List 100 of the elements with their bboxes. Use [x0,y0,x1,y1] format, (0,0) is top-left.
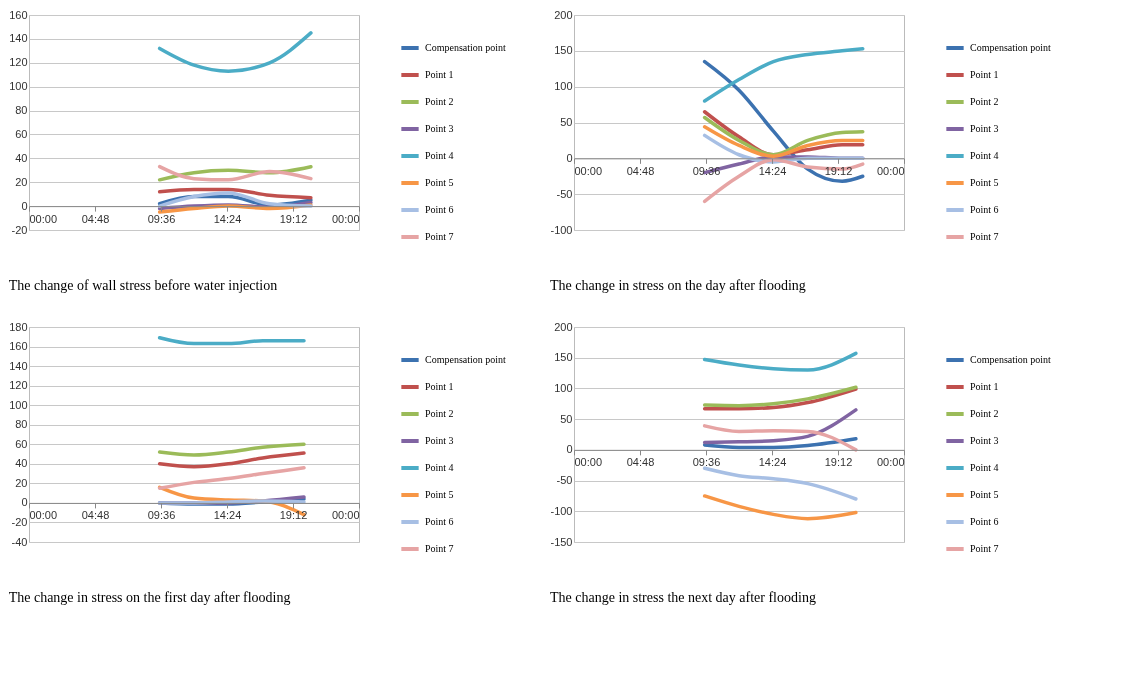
x-tick-label: 14:24 [758,456,787,469]
y-tick-label: 20 [15,175,28,188]
y-tick-label: -150 [550,535,573,548]
x-tick-label: 09:36 [147,212,176,225]
legend-label: Point 2 [970,96,999,107]
legend-label: Point 3 [970,435,999,446]
y-tick-label: 80 [15,104,28,117]
legend-label: Point 4 [970,462,999,473]
line-series [157,31,313,73]
x-tick-label: 00:00 [331,509,360,522]
legend-label: Compensation point [970,42,1052,53]
x-tick-label: 00:00 [574,164,603,177]
text: The change in stress on the day after flooding [549,278,806,293]
text: The change in stress on the first day after flooding [8,590,291,605]
y-tick-label: 50 [560,412,573,425]
line-series [702,46,865,103]
line-series [157,451,306,469]
y-tick-label: -40 [11,535,28,548]
x-tick-label: 04:48 [626,456,655,469]
x-tick-label: 04:48 [626,164,655,177]
x-tick-label: 14:24 [213,509,242,522]
legend-label: Point 6 [970,516,999,527]
legend-label: Point 5 [970,489,999,500]
y-tick-label: 20 [15,476,28,489]
text: The change in stress the next day after flooding [549,590,816,605]
legend-label: Point 3 [425,435,454,446]
legend-label: Point 3 [970,123,999,134]
y-tick-label: 100 [9,80,28,93]
x-tick-label: 00:00 [876,164,905,177]
legend-label: Point 4 [425,462,454,473]
legend-label: Point 2 [970,408,999,419]
line-series [702,494,858,521]
legend-label: Compensation point [970,354,1052,365]
line-series [702,466,858,501]
y-tick-label: 60 [15,437,28,450]
y-tick-label: -100 [550,504,573,517]
x-tick-label: 00:00 [876,456,905,469]
y-tick-label: 100 [554,80,573,93]
y-tick-label: 0 [566,443,573,456]
x-tick-label: 19:12 [279,509,308,522]
line-series [702,437,858,450]
x-tick-label: 04:48 [81,509,110,522]
text: The change of wall stress before water injection [8,278,278,293]
x-tick-label: 19:12 [824,164,853,177]
y-tick-label: 40 [15,151,28,164]
line-series [157,442,306,457]
y-tick-label: -20 [11,515,28,528]
x-tick-label: 09:36 [147,509,176,522]
legend-label: Compensation point [425,354,507,365]
legend-label: Point 1 [425,69,454,80]
legend-label: Point 3 [425,123,454,134]
line-series [157,187,313,200]
y-tick-label: 40 [15,457,28,470]
y-tick-label: 0 [21,199,28,212]
x-tick-label: 14:24 [213,212,242,225]
y-tick-label: -50 [556,187,573,200]
legend-label: Point 1 [970,69,999,80]
legend-label: Point 1 [970,381,999,392]
y-tick-label: 140 [9,359,28,372]
x-tick-label: 00:00 [574,456,603,469]
y-tick-label: 50 [560,116,573,128]
x-tick-label: 00:00 [29,509,58,522]
y-tick-label: 0 [566,151,573,164]
x-tick-label: 00:00 [29,212,58,225]
y-tick-label: -50 [556,474,573,487]
legend-label: Point 5 [425,489,454,500]
y-tick-label: 100 [9,398,28,411]
y-tick-label: 180 [9,320,28,333]
line-series [702,408,858,445]
y-tick-label: 100 [554,381,573,394]
y-tick-label: 150 [554,44,573,57]
y-tick-label: 150 [554,351,573,364]
x-tick-label: 14:24 [758,164,787,177]
y-tick-label: 160 [9,8,28,21]
y-tick-label: 160 [9,340,28,353]
line-series [702,424,858,452]
y-tick-label: -20 [11,223,28,236]
legend-label: Point 6 [970,204,999,215]
x-tick-label: 19:12 [824,456,853,469]
y-tick-label: -100 [550,223,573,236]
legend-label: Point 7 [970,231,999,242]
legend-label: Point 7 [425,231,454,242]
line-series [702,125,865,158]
legend-label: Point 2 [425,96,454,107]
x-tick-label: 19:12 [279,212,308,225]
y-tick-label: 140 [9,32,28,45]
y-tick-label: 60 [15,127,28,140]
x-tick-label: 00:00 [331,212,360,225]
legend-label: Point 5 [970,177,999,188]
legend-label: Point 4 [425,150,454,161]
legend-label: Point 2 [425,408,454,419]
legend-label: Point 7 [425,543,454,554]
y-tick-label: 120 [9,56,28,69]
legend-label: Point 4 [970,150,999,161]
y-tick-label: 80 [15,418,28,431]
legend-label: Point 7 [970,543,999,554]
legend-label: Point 1 [425,381,454,392]
y-tick-label: 0 [21,496,28,509]
legend-label: Point 6 [425,516,454,527]
legend-label: Compensation point [425,42,507,53]
